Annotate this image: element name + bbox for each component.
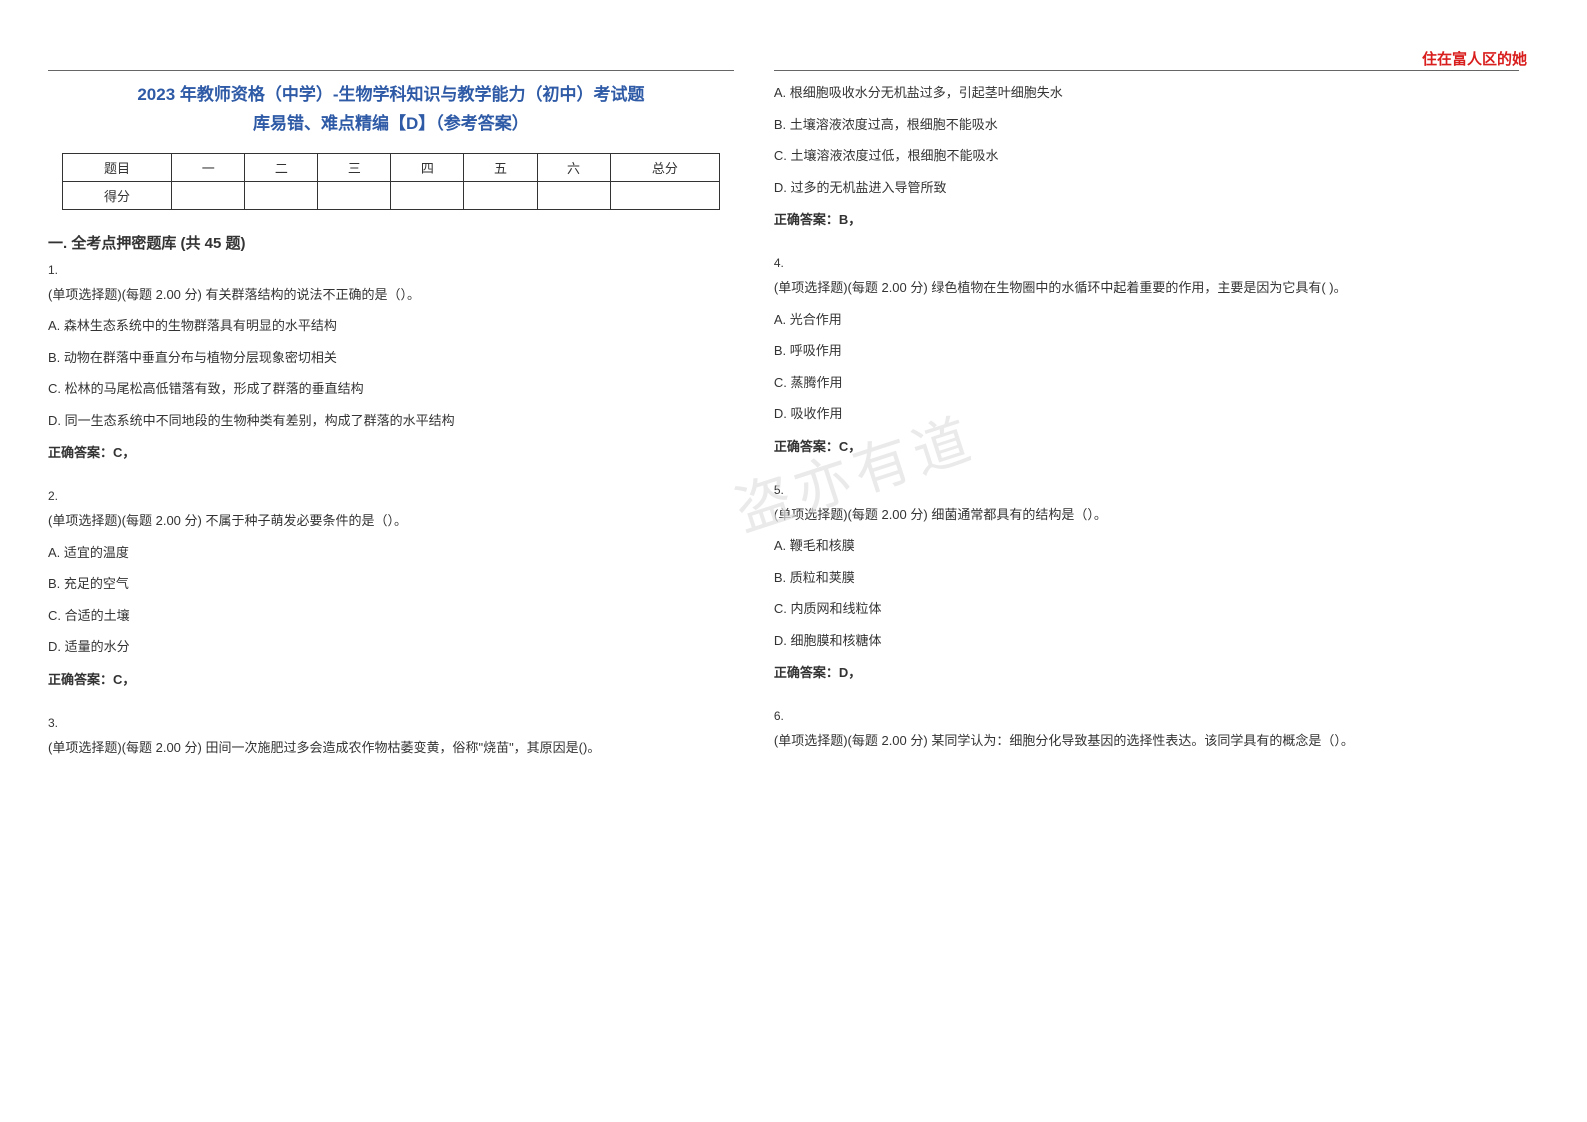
option-b: B. 动物在群落中垂直分布与植物分层现象密切相关	[48, 348, 734, 368]
question-3-continued: A. 根细胞吸收水分无机盐过多，引起茎叶细胞失水 B. 土壤溶液浓度过高，根细胞…	[774, 83, 1520, 228]
th-subject: 题目	[62, 153, 172, 181]
option-d: D. 过多的无机盐进入导管所致	[774, 178, 1520, 198]
question-3: 3. (单项选择题)(每题 2.00 分) 田间一次施肥过多会造成农作物枯萎变黄…	[48, 716, 734, 758]
th-col4: 四	[391, 153, 464, 181]
option-b: B. 呼吸作用	[774, 341, 1520, 361]
right-inner: A. 根细胞吸收水分无机盐过多，引起茎叶细胞失水 B. 土壤溶液浓度过高，根细胞…	[774, 81, 1520, 751]
td-score-label: 得分	[62, 181, 172, 209]
option-a: A. 光合作用	[774, 310, 1520, 330]
title-line1: 2023 年教师资格（中学）-生物学科知识与教学能力（初中）考试题	[48, 81, 734, 110]
td-blank	[245, 181, 318, 209]
left-column: 2023 年教师资格（中学）-生物学科知识与教学能力（初中）考试题 库易错、难点…	[48, 70, 734, 785]
answer: 正确答案：C，	[48, 669, 734, 688]
th-col6: 六	[537, 153, 610, 181]
question-number: 2.	[48, 489, 734, 503]
option-b: B. 土壤溶液浓度过高，根细胞不能吸水	[774, 115, 1520, 135]
question-number: 4.	[774, 256, 1520, 270]
td-blank	[391, 181, 464, 209]
answer: 正确答案：B，	[774, 209, 1520, 228]
question-number: 1.	[48, 263, 734, 277]
page-content: 2023 年教师资格（中学）-生物学科知识与教学能力（初中）考试题 库易错、难点…	[48, 70, 1539, 785]
th-total: 总分	[610, 153, 720, 181]
table-row: 得分	[62, 181, 719, 209]
right-column: A. 根细胞吸收水分无机盐过多，引起茎叶细胞失水 B. 土壤溶液浓度过高，根细胞…	[774, 70, 1520, 785]
score-table: 题目 一 二 三 四 五 六 总分 得分	[62, 153, 720, 210]
page-title: 2023 年教师资格（中学）-生物学科知识与教学能力（初中）考试题 库易错、难点…	[48, 81, 734, 139]
answer: 正确答案：D，	[774, 662, 1520, 681]
option-a: A. 森林生态系统中的生物群落具有明显的水平结构	[48, 316, 734, 336]
question-5: 5. (单项选择题)(每题 2.00 分) 细菌通常都具有的结构是（）。 A. …	[774, 483, 1520, 682]
th-col1: 一	[172, 153, 245, 181]
option-a: A. 适宜的温度	[48, 543, 734, 563]
option-a: A. 鞭毛和核膜	[774, 536, 1520, 556]
th-col3: 三	[318, 153, 391, 181]
option-b: B. 充足的空气	[48, 574, 734, 594]
th-col2: 二	[245, 153, 318, 181]
option-c: C. 合适的土壤	[48, 606, 734, 626]
question-4: 4. (单项选择题)(每题 2.00 分) 绿色植物在生物圈中的水循环中起着重要…	[774, 256, 1520, 455]
corner-label: 住在富人区的她	[1422, 48, 1527, 69]
td-blank	[172, 181, 245, 209]
option-c: C. 内质网和线粒体	[774, 599, 1520, 619]
question-number: 5.	[774, 483, 1520, 497]
option-c: C. 蒸腾作用	[774, 373, 1520, 393]
question-text: (单项选择题)(每题 2.00 分) 细菌通常都具有的结构是（）。	[774, 505, 1520, 525]
divider	[48, 70, 734, 71]
question-text: (单项选择题)(每题 2.00 分) 田间一次施肥过多会造成农作物枯萎变黄，俗称…	[48, 738, 734, 758]
title-line2: 库易错、难点精编【D】（参考答案）	[48, 110, 734, 139]
question-number: 3.	[48, 716, 734, 730]
table-row: 题目 一 二 三 四 五 六 总分	[62, 153, 719, 181]
answer: 正确答案：C，	[48, 442, 734, 461]
option-c: C. 土壤溶液浓度过低，根细胞不能吸水	[774, 146, 1520, 166]
option-d: D. 吸收作用	[774, 404, 1520, 424]
option-d: D. 细胞膜和核糖体	[774, 631, 1520, 651]
answer: 正确答案：C，	[774, 436, 1520, 455]
question-6: 6. (单项选择题)(每题 2.00 分) 某同学认为：细胞分化导致基因的选择性…	[774, 709, 1520, 751]
divider	[774, 70, 1520, 71]
td-blank	[537, 181, 610, 209]
question-1: 1. (单项选择题)(每题 2.00 分) 有关群落结构的说法不正确的是（）。 …	[48, 263, 734, 462]
td-blank	[464, 181, 537, 209]
option-d: D. 同一生态系统中不同地段的生物种类有差别，构成了群落的水平结构	[48, 411, 734, 431]
option-d: D. 适量的水分	[48, 637, 734, 657]
td-blank	[318, 181, 391, 209]
question-2: 2. (单项选择题)(每题 2.00 分) 不属于种子萌发必要条件的是（）。 A…	[48, 489, 734, 688]
th-col5: 五	[464, 153, 537, 181]
td-blank	[610, 181, 720, 209]
section-title: 一. 全考点押密题库 (共 45 题)	[48, 232, 734, 253]
question-text: (单项选择题)(每题 2.00 分) 某同学认为：细胞分化导致基因的选择性表达。…	[774, 731, 1520, 751]
option-b: B. 质粒和荚膜	[774, 568, 1520, 588]
option-c: C. 松林的马尾松高低错落有致，形成了群落的垂直结构	[48, 379, 734, 399]
question-text: (单项选择题)(每题 2.00 分) 不属于种子萌发必要条件的是（）。	[48, 511, 734, 531]
question-number: 6.	[774, 709, 1520, 723]
question-text: (单项选择题)(每题 2.00 分) 绿色植物在生物圈中的水循环中起着重要的作用…	[774, 278, 1520, 298]
option-a: A. 根细胞吸收水分无机盐过多，引起茎叶细胞失水	[774, 83, 1520, 103]
question-text: (单项选择题)(每题 2.00 分) 有关群落结构的说法不正确的是（）。	[48, 285, 734, 305]
